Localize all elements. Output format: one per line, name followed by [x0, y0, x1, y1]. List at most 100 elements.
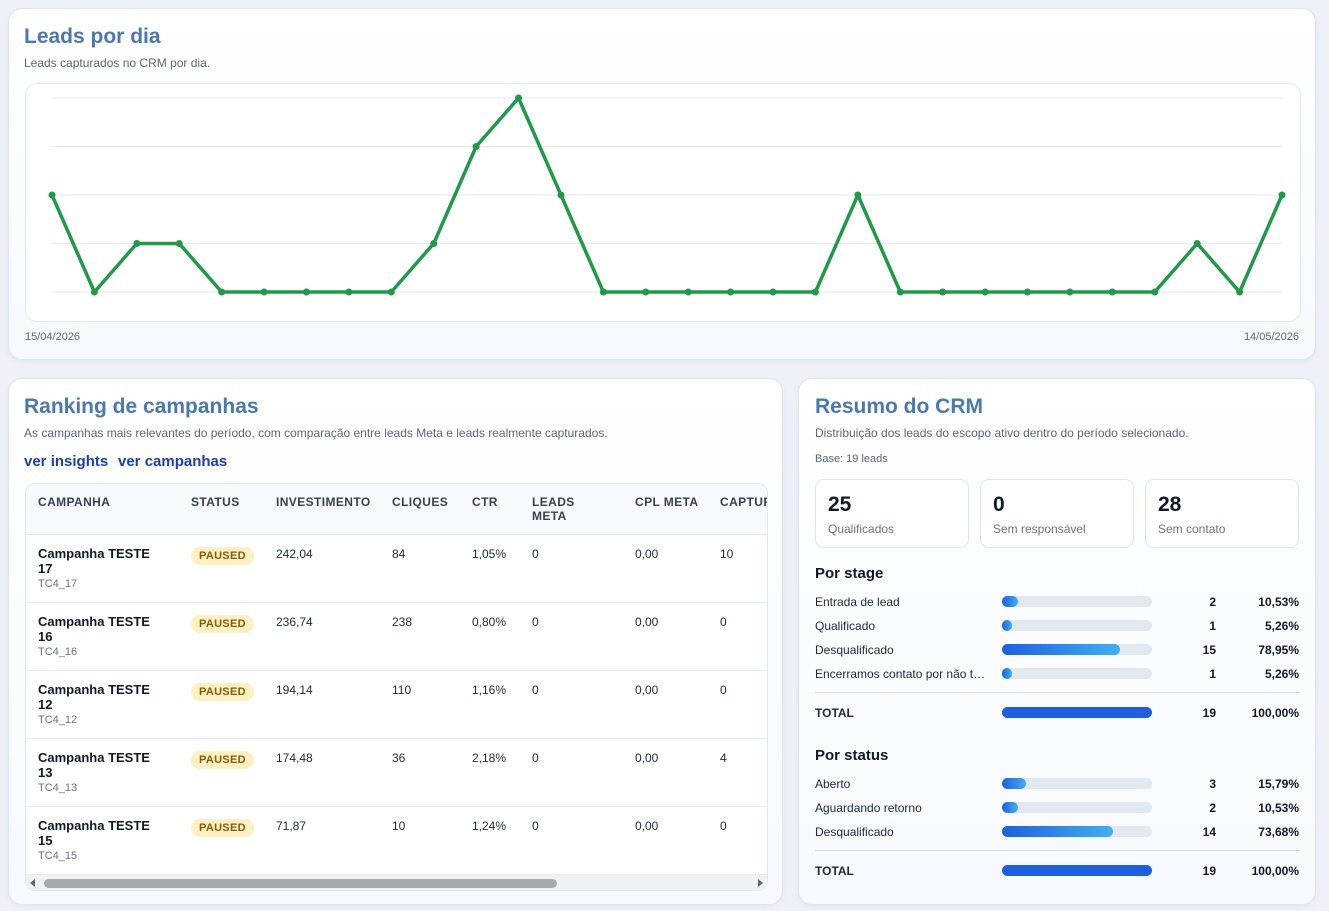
row-label: Encerramos contato por não t…	[815, 667, 986, 681]
cell: 0	[532, 683, 539, 697]
cell: 1,16%	[472, 683, 507, 697]
row-count: 1	[1209, 667, 1216, 681]
crm-subtitle: Distribuição dos leads do escopo ativo d…	[815, 426, 1189, 440]
bar-track	[1002, 778, 1152, 789]
row-divider	[26, 670, 767, 671]
cell: 0	[720, 615, 727, 629]
campaign-name: Campanha TESTE 15	[38, 818, 150, 848]
point	[811, 288, 819, 296]
bar-track	[1002, 668, 1152, 679]
crm-base: Base: 19 leads	[815, 453, 888, 465]
point	[387, 288, 395, 296]
bar	[1002, 826, 1113, 837]
campaign-code: TC4_15	[38, 850, 78, 862]
cell: 10	[392, 819, 406, 833]
point	[345, 288, 353, 296]
stat-box: 25 Qualificados	[815, 479, 969, 548]
point	[218, 288, 226, 296]
campaign-name: Campanha TESTE 13	[38, 750, 150, 780]
cell: 1,05%	[472, 547, 507, 561]
row-pct: 10,53%	[1258, 801, 1299, 815]
point	[642, 288, 650, 296]
ranking-subtitle: As campanhas mais relevantes do período,…	[24, 426, 608, 440]
link[interactable]: ver campanhas	[118, 453, 228, 470]
point	[472, 143, 480, 150]
point	[599, 288, 607, 296]
cell: 0,00	[635, 547, 659, 561]
column-header: CAMPANHA	[38, 495, 111, 509]
campaign-code: TC4_16	[38, 646, 78, 658]
cell: 36	[392, 751, 406, 765]
line	[50, 96, 1284, 294]
bar	[1002, 865, 1152, 876]
bar	[1002, 802, 1018, 813]
cell: 0,00	[635, 819, 659, 833]
row-count: 14	[1202, 825, 1216, 839]
cell: 0,80%	[472, 615, 507, 629]
point	[939, 288, 947, 296]
row-pct: 73,68%	[1258, 825, 1299, 839]
row-count: 15	[1202, 643, 1216, 657]
stat-box: 28 Sem contato	[1145, 479, 1299, 548]
stat-label: Qualificados	[828, 522, 895, 536]
row-divider	[26, 602, 767, 603]
chart-subtitle: Leads capturados no CRM por dia.	[24, 56, 211, 70]
column-header: LEADS META	[532, 495, 575, 523]
row-label: Desqualificado	[815, 825, 894, 839]
row-count: 3	[1209, 777, 1216, 791]
stat-label: Sem responsável	[993, 522, 1086, 536]
row-pct: 5,26%	[1264, 619, 1299, 633]
column-header: CPL META	[635, 495, 699, 509]
cell: 4	[720, 751, 727, 765]
point	[854, 191, 862, 199]
stat-value: 0	[993, 493, 1005, 516]
row-label: Aguardando retorno	[815, 801, 922, 815]
row-label: Aberto	[815, 777, 851, 791]
point	[1066, 288, 1074, 296]
table: CAMPANHA STATUS INVESTIMENTO CLIQUES CTR LEAD…	[25, 483, 768, 891]
ranking-card: Ranking de campanhas As campanhas mais re…	[8, 378, 783, 905]
status-badge: PAUSED	[191, 751, 254, 769]
row-divider	[26, 806, 767, 807]
scrollbar-thumb[interactable]	[44, 879, 557, 888]
bar-track	[1002, 802, 1152, 813]
bar-track	[1002, 596, 1152, 607]
row-divider	[26, 874, 767, 875]
point	[1108, 288, 1116, 296]
cell: 0	[720, 683, 727, 697]
point	[684, 288, 692, 296]
point	[727, 288, 735, 296]
row-pct: 10,53%	[1258, 595, 1299, 609]
row-label: Desqualificado	[815, 643, 894, 657]
link[interactable]: ver insights	[24, 453, 109, 470]
column-header: CTR	[472, 495, 498, 509]
divider	[815, 850, 1300, 851]
table-header-bg	[26, 484, 767, 535]
row-label: Qualificado	[815, 619, 876, 633]
bar	[1002, 778, 1026, 789]
scroll-right[interactable]	[758, 879, 763, 887]
point	[515, 94, 523, 102]
chart-box	[25, 83, 1301, 322]
cell: 110	[392, 683, 412, 697]
cell: 174,48	[276, 751, 313, 765]
status-badge: PAUSED	[191, 819, 254, 837]
status-badge: PAUSED	[191, 547, 254, 565]
status-badge: PAUSED	[191, 683, 254, 701]
row-label: TOTAL	[815, 864, 854, 878]
bar	[1002, 668, 1012, 679]
stat-value: 28	[1158, 493, 1182, 516]
cell: 236,74	[276, 615, 313, 629]
ranking-title: Ranking de campanhas	[24, 395, 259, 418]
point	[133, 240, 141, 247]
bar-track	[1002, 620, 1152, 631]
cell: 1,24%	[472, 819, 507, 833]
point	[896, 288, 904, 296]
bar	[1002, 644, 1121, 655]
point	[769, 288, 777, 296]
scroll-left[interactable]	[30, 879, 35, 887]
chart-title: Leads por dia	[24, 25, 161, 48]
point	[1193, 240, 1201, 247]
column-header: INVESTIMENTO	[276, 495, 371, 509]
